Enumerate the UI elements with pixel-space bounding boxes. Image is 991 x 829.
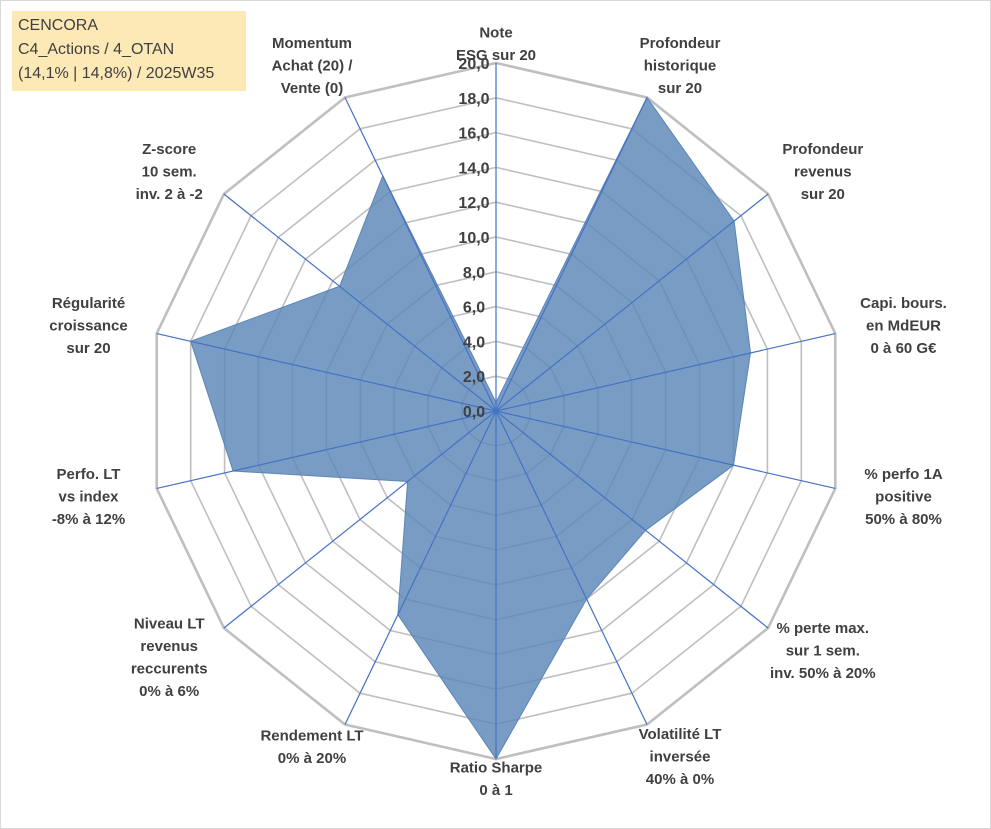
- tick-label: 6,0: [463, 300, 485, 317]
- title-box: CENCORA C4_Actions / 4_OTAN (14,1% | 14,…: [12, 11, 246, 91]
- axis-label-line: inv. 50% à 20%: [770, 665, 876, 682]
- axis-spoke: [223, 410, 497, 629]
- axis-spoke: [156, 410, 497, 489]
- axis-label-line: Rendement LT: [260, 727, 363, 744]
- axis-label-line: ESG sur 20: [456, 47, 536, 64]
- axis-label: Perfo. LT vs index -8% à 12%: [52, 466, 125, 528]
- tick-label: 16,0: [458, 126, 489, 143]
- axis-label: Z-score 10 sem. inv. 2 à -2: [136, 141, 203, 203]
- tick-label: 4,0: [463, 334, 485, 351]
- axis-spokes: [156, 63, 836, 759]
- axis-label-line: Z-score: [142, 141, 196, 158]
- axis-label-line: 0% à 6%: [139, 683, 199, 700]
- axis-label-line: % perte max.: [777, 620, 870, 637]
- axis-label: Ratio Sharpe 0 à 1: [450, 759, 543, 799]
- axis-label-line: 0% à 20%: [278, 750, 346, 767]
- axis-label-line: Momentum: [272, 35, 352, 52]
- tick-label: 18,0: [458, 91, 489, 108]
- title-line-1: CENCORA: [18, 17, 99, 34]
- axis-label-line: revenus: [794, 164, 852, 181]
- axis-label-line: Ratio Sharpe: [450, 759, 543, 776]
- axis-label-line: -8% à 12%: [52, 511, 125, 528]
- axis-label-line: vs index: [58, 488, 119, 505]
- tick-label: 8,0: [463, 265, 485, 282]
- axis-label-line: croissance: [49, 318, 127, 335]
- axis-label-line: inv. 2 à -2: [136, 186, 203, 203]
- axis-label-line: en MdEUR: [866, 318, 941, 335]
- axis-label-line: Achat (20) /: [272, 57, 354, 74]
- tick-label: 20,0: [458, 56, 489, 73]
- axis-label-line: sur 1 sem.: [786, 642, 860, 659]
- axis-label: % perte max. sur 1 sem. inv. 50% à 20%: [770, 620, 876, 682]
- axis-label-line: 10 sem.: [142, 164, 197, 181]
- axis-label-line: 40% à 0%: [646, 771, 714, 788]
- axis-label: Momentum Achat (20) / Vente (0): [272, 35, 354, 97]
- axis-label-line: Profondeur: [782, 141, 863, 158]
- tick-label: 10,0: [458, 230, 489, 247]
- axis-label-line: Régularité: [52, 295, 125, 312]
- title-line-2: C4_Actions / 4_OTAN: [18, 41, 175, 58]
- axis-label-line: % perfo 1A: [864, 466, 943, 483]
- axis-label: Profondeur revenus sur 20: [782, 141, 863, 203]
- axis-label-line: Volatilité LT: [639, 726, 722, 743]
- axis-spoke: [223, 193, 497, 412]
- axis-label: % perfo 1A positive 50% à 80%: [864, 466, 943, 528]
- tick-label: 2,0: [463, 369, 485, 386]
- axis-spoke: [495, 410, 648, 725]
- axis-label-line: 0 à 1: [479, 782, 512, 799]
- axis-spoke: [495, 410, 769, 629]
- axis-label-line: sur 20: [658, 80, 702, 97]
- axis-label-line: Vente (0): [281, 80, 344, 97]
- axis-label: Note ESG sur 20: [456, 24, 536, 64]
- axis-labels: Note ESG sur 20 Profondeur historique sur 20…: [49, 24, 947, 799]
- axis-label: Niveau LT revenus reccurents 0% à 6%: [131, 616, 208, 701]
- axis-label-line: inversée: [650, 749, 711, 766]
- title-line-3: (14,1% | 14,8%) / 2025W35: [18, 65, 215, 82]
- axis-spoke: [495, 333, 836, 412]
- axis-label-line: Perfo. LT: [57, 466, 121, 483]
- axis-spoke: [344, 410, 497, 725]
- axis-label-line: Niveau LT: [134, 616, 205, 633]
- axis-label: Régularité croissance sur 20: [49, 295, 127, 357]
- axis-spoke: [344, 97, 497, 412]
- axis-label: Capi. bours. en MdEUR 0 à 60 G€: [860, 295, 947, 357]
- axis-label-line: Note: [479, 24, 512, 41]
- axis-label-line: Capi. bours.: [860, 295, 947, 312]
- axis-spoke: [495, 97, 648, 412]
- axis-label: Rendement LT 0% à 20%: [260, 727, 363, 767]
- tick-label: 14,0: [458, 160, 489, 177]
- axis-label-line: 50% à 80%: [865, 511, 942, 528]
- axis-label-line: reccurents: [131, 661, 208, 678]
- tick-labels: 0,0 2,0 4,0 6,0 8,0 10,0 12,0 14,0 16,0 18,0 20,0: [458, 56, 489, 421]
- axis-spoke: [156, 333, 497, 412]
- axis-spoke: [495, 193, 769, 412]
- axis-label-line: revenus: [140, 638, 198, 655]
- axis-label-line: historique: [644, 57, 717, 74]
- axis-label-line: positive: [875, 488, 932, 505]
- tick-label: 12,0: [458, 195, 489, 212]
- axis-label-line: sur 20: [801, 186, 845, 203]
- axis-label: Volatilité LT inversée 40% à 0%: [639, 726, 722, 788]
- axis-label-line: Profondeur: [640, 35, 721, 52]
- axis-label-line: 0 à 60 G€: [871, 340, 938, 357]
- axis-label: Profondeur historique sur 20: [640, 35, 721, 97]
- axis-label-line: sur 20: [66, 340, 110, 357]
- tick-label: 0,0: [463, 404, 485, 421]
- axis-spoke: [495, 410, 836, 489]
